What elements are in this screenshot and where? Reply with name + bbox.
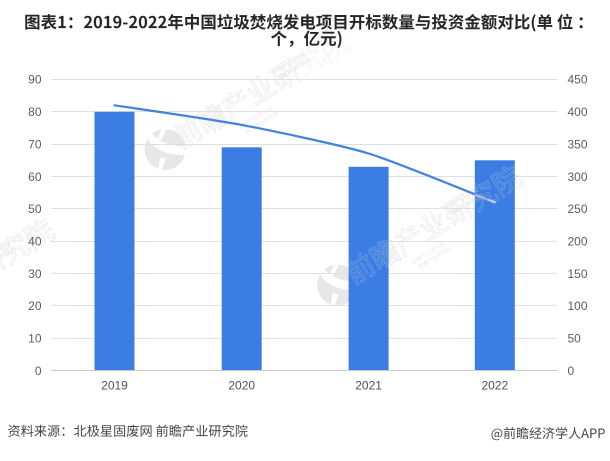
svg-text:90: 90 — [28, 73, 42, 87]
svg-text:2022: 2022 — [481, 379, 508, 393]
svg-text:300: 300 — [568, 170, 588, 184]
svg-text:450: 450 — [568, 73, 588, 87]
svg-text:2020: 2020 — [228, 379, 255, 393]
svg-text:200: 200 — [568, 235, 588, 249]
svg-text:250: 250 — [568, 202, 588, 216]
svg-text:60: 60 — [28, 170, 42, 184]
svg-text:2019: 2019 — [101, 379, 128, 393]
svg-text:20: 20 — [28, 299, 42, 313]
svg-text:40: 40 — [28, 235, 42, 249]
svg-text:80: 80 — [28, 105, 42, 119]
svg-text:10: 10 — [28, 332, 42, 346]
svg-text:0: 0 — [568, 364, 575, 378]
svg-text:70: 70 — [28, 137, 42, 151]
svg-text:350: 350 — [568, 137, 588, 151]
svg-text:100: 100 — [568, 299, 588, 313]
svg-text:0: 0 — [35, 364, 42, 378]
svg-text:50: 50 — [28, 202, 42, 216]
svg-text:400: 400 — [568, 105, 588, 119]
svg-text:30: 30 — [28, 267, 42, 281]
svg-text:2021: 2021 — [355, 379, 382, 393]
svg-text:150: 150 — [568, 267, 588, 281]
svg-text:50: 50 — [568, 332, 582, 346]
